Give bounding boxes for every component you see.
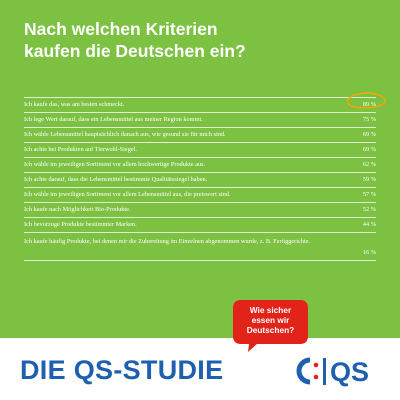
page-title: Nach welchen Kriterien kaufen die Deutsc… [24, 18, 364, 62]
row-value: 57 % [362, 191, 376, 198]
table-row: Ich wähle im jeweiligen Sortiment vor al… [24, 187, 376, 202]
row-label: Ich wähle im jeweiligen Sortiment vor al… [24, 191, 231, 198]
highlight-ring [346, 92, 386, 109]
row-value: 52 % [362, 206, 376, 213]
row-value: 75 % [362, 116, 376, 123]
speech-bubble [233, 300, 308, 352]
study-title: DIE QS-STUDIE [20, 355, 224, 385]
qs-logo-dot-bottom [313, 374, 319, 380]
row-label: Ich wähle im jeweiligen Sortiment vor al… [24, 161, 206, 168]
table-row: Ich lege Wert darauf, dass ein Lebensmit… [24, 112, 376, 127]
row-label: Ich kaufe das, was am besten schmeckt. [24, 101, 125, 108]
row-value: 44 % [362, 221, 376, 228]
criteria-table: Ich kaufe das, was am besten schmeckt. 89… [24, 92, 386, 261]
speech-bubble-text: Wie sicher essen wir Deutschen? [233, 305, 308, 335]
row-value: 59 % [362, 176, 376, 183]
row-value: 62 % [362, 161, 376, 168]
row-value: 89 % [362, 101, 376, 108]
row-label: Ich wähle Lebensmittel hauptsächlich dan… [24, 131, 226, 138]
table-row: Ich kaufe das, was am besten schmeckt. 89… [24, 92, 386, 112]
qs-logo-dot-top [313, 362, 319, 368]
row-label: Ich achte bei Produkten auf Tierwohl-Sie… [24, 146, 137, 153]
content-panel: Nach welchen Kriterien kaufen die Deutsc… [0, 0, 400, 338]
qs-logo: QS [296, 357, 369, 387]
table-row: Ich achte bei Produkten auf Tierwohl-Sie… [24, 142, 376, 157]
qs-logo-mark-icon [296, 357, 311, 385]
table-row: Ich bevorzuge Produkte bestimmter Marken… [24, 217, 376, 232]
row-label: Ich lege Wert darauf, dass ein Lebensmit… [24, 116, 203, 123]
row-label: Ich bevorzuge Produkte bestimmter Marken… [24, 221, 137, 228]
qs-logo-divider [323, 358, 326, 385]
bubble-line-1: Wie sicher [249, 305, 292, 315]
title-line-2: kaufen die Deutschen ein? [24, 41, 246, 61]
table-row: Ich wähle im jeweiligen Sortiment vor al… [24, 157, 376, 172]
highlight-ring-stroke [346, 92, 386, 109]
bubble-line-2: essen wir [251, 315, 290, 325]
table-row: Ich achte darauf, dass die Lebensmittel … [24, 172, 376, 187]
table-row: Ich kaufe häufig Produkte, bei denen mir… [24, 232, 376, 261]
row-value: 16 % [362, 249, 376, 256]
table-row: Ich kaufe nach Möglichkeit Bio-Produkte.… [24, 202, 376, 217]
row-value: 69 % [362, 146, 376, 153]
title-line-1: Nach welchen Kriterien [24, 19, 218, 39]
table-row: Ich wähle Lebensmittel hauptsächlich dan… [24, 127, 376, 142]
speech-bubble-shape [233, 300, 308, 352]
qs-logo-text: QS [330, 357, 369, 387]
row-label: Ich kaufe häufig Produkte, bei denen mir… [24, 238, 311, 245]
bubble-line-3: Deutschen? [246, 325, 295, 335]
row-label: Ich kaufe nach Möglichkeit Bio-Produkte. [24, 206, 131, 213]
row-value: 69 % [362, 131, 376, 138]
row-label: Ich achte darauf, dass die Lebensmittel … [24, 176, 208, 183]
